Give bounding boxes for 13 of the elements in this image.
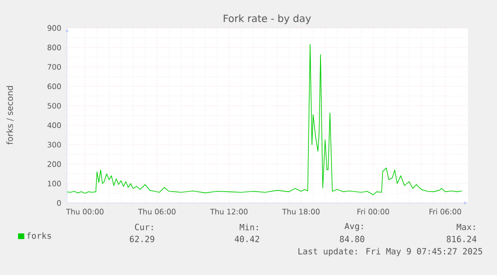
chart-title: Fork rate - by day (224, 14, 311, 24)
text: Min: (240, 224, 258, 230)
y-axis-title: forks / second (6, 86, 14, 145)
text: Max: (456, 224, 475, 230)
text: 84.80 (340, 236, 364, 242)
text: Avg: (344, 223, 363, 231)
line-series (66, 44, 462, 196)
text: 62.29 (130, 236, 154, 242)
text: 40.42 (234, 236, 260, 242)
text: 816.24 (446, 236, 476, 242)
text: Cur: (134, 224, 153, 230)
text: Last update: Fri May 9 07:45:27 2025 (298, 248, 482, 256)
legend-label: forks (27, 232, 51, 239)
